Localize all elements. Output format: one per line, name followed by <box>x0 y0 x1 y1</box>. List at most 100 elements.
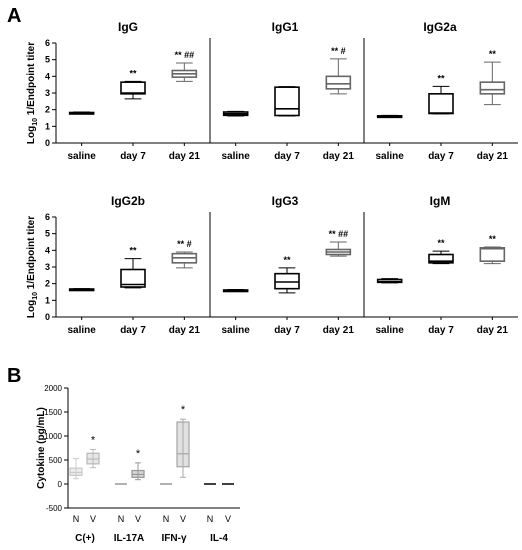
box-iqr <box>69 467 83 477</box>
box-day-7: ** day 7 <box>428 238 454 336</box>
chart-title: IgG2a <box>423 20 457 34</box>
box-iqr <box>120 81 146 95</box>
significance-label: ** # <box>331 46 346 56</box>
significance-label: ** <box>489 234 497 244</box>
box-day-21: ** # day 21 <box>323 46 355 162</box>
chart-igm: IgM saline ** day 7 ** day 21 <box>363 194 518 336</box>
box-V-IFN-γ: *V <box>176 404 190 524</box>
y-tick-label: 0 <box>45 312 50 322</box>
significance-label: ** <box>437 73 445 83</box>
significance-label: ** ## <box>329 229 349 239</box>
y-tick-label: 1500 <box>44 408 62 417</box>
box-day-7: ** day 7 <box>120 246 146 336</box>
significance-label: * <box>181 404 186 416</box>
x-tick-label: day 21 <box>477 325 509 336</box>
significance-label: ** <box>283 255 291 265</box>
box-N-C(+): N <box>69 458 83 524</box>
group-label: C(+) <box>75 533 95 544</box>
y-tick-label: 1 <box>45 295 50 305</box>
x-tick-label: V <box>225 514 231 524</box>
box-saline: saline <box>221 110 250 162</box>
significance-label: ** # <box>177 239 192 249</box>
x-tick-label: saline <box>67 151 96 162</box>
box-iqr <box>176 421 190 468</box>
y-tick-label: 5 <box>45 55 50 65</box>
y-tick-label: 6 <box>45 212 50 222</box>
x-tick-label: day 7 <box>274 325 300 336</box>
box-saline: saline <box>375 278 404 336</box>
x-tick-label: N <box>118 514 125 524</box>
significance-label: ** <box>129 246 137 256</box>
x-tick-label: day 21 <box>169 325 201 336</box>
box-N-IFN-γ: N <box>160 483 172 524</box>
box-day-7: ** day 7 <box>428 73 454 162</box>
box-day-21: ** ## day 21 <box>323 229 355 336</box>
significance-label: ** <box>129 68 137 78</box>
y-tick-label: 5 <box>45 229 50 239</box>
y-tick-label: 0 <box>45 138 50 148</box>
group-label: IFN-γ <box>162 533 187 544</box>
box-iqr <box>479 81 506 95</box>
box-day-7: ** day 7 <box>120 68 146 162</box>
significance-label: * <box>91 434 96 446</box>
chart-igg2a: IgG2a saline ** day 7 ** day 21 <box>363 20 518 162</box>
y-tick-label: 2 <box>45 279 50 289</box>
x-tick-label: N <box>73 514 80 524</box>
x-tick-label: V <box>135 514 141 524</box>
box-iqr <box>274 272 300 290</box>
chart-igg1: IgG1 saline day 7 ** # day 21 <box>209 20 364 162</box>
box-saline: saline <box>67 111 96 162</box>
box-saline: saline <box>221 289 250 336</box>
x-tick-label: day 21 <box>323 151 355 162</box>
box-day-21: ** ## day 21 <box>169 50 201 162</box>
panel-label-b: B <box>7 365 21 387</box>
x-tick-label: saline <box>375 325 404 336</box>
significance-label: ** ## <box>175 50 195 60</box>
x-tick-label: day 7 <box>274 151 300 162</box>
chart-igg2b: IgG2b 0 1 2 3 4 5 6 saline ** day 7 ** # day 21 Log1… <box>26 194 210 336</box>
y-tick-label: 4 <box>45 71 50 81</box>
x-tick-label: saline <box>221 151 250 162</box>
box-V-IL-17A: *V <box>131 448 145 524</box>
y-axis-label: Log10 1/Endpoint titer <box>26 216 39 318</box>
box-saline: saline <box>67 288 96 336</box>
box-day-7: ** day 7 <box>274 255 300 336</box>
panel-label-a: A <box>7 5 21 27</box>
y-tick-label: 6 <box>45 38 50 48</box>
x-tick-label: N <box>163 514 170 524</box>
group-label: IL-17A <box>114 533 145 544</box>
x-tick-label: day 21 <box>169 151 201 162</box>
x-tick-label: V <box>90 514 96 524</box>
y-tick-label: -500 <box>46 504 63 513</box>
box-V-IL-4: V <box>222 483 234 524</box>
x-tick-label: V <box>180 514 186 524</box>
significance-label: ** <box>489 49 497 59</box>
y-tick-label: 4 <box>45 245 50 255</box>
x-tick-label: day 7 <box>428 325 454 336</box>
box-N-IL-17A: N <box>115 483 127 524</box>
box-iqr <box>479 247 506 262</box>
x-tick-label: N <box>207 514 214 524</box>
significance-label: ** <box>437 238 445 248</box>
x-tick-label: day 7 <box>120 151 146 162</box>
significance-label: * <box>136 448 141 460</box>
box-iqr <box>274 86 300 117</box>
chart-title: IgG <box>118 20 138 34</box>
box-saline: saline <box>375 114 404 162</box>
y-tick-label: 3 <box>45 262 50 272</box>
box-N-IL-4: N <box>204 483 216 524</box>
y-tick-label: 2 <box>45 105 50 115</box>
box-iqr <box>120 268 146 288</box>
box-iqr <box>325 75 352 90</box>
box-day-21: ** day 21 <box>477 234 509 336</box>
chart-igg3: IgG3 saline ** day 7 ** ## day 21 <box>209 194 364 336</box>
y-tick-label: 3 <box>45 88 50 98</box>
x-tick-label: day 7 <box>120 325 146 336</box>
box-iqr <box>428 93 454 115</box>
x-tick-label: saline <box>67 325 96 336</box>
y-tick-label: 0 <box>58 480 63 489</box>
box-day-21: ** day 21 <box>477 49 509 162</box>
chart-title: IgG3 <box>272 194 299 208</box>
